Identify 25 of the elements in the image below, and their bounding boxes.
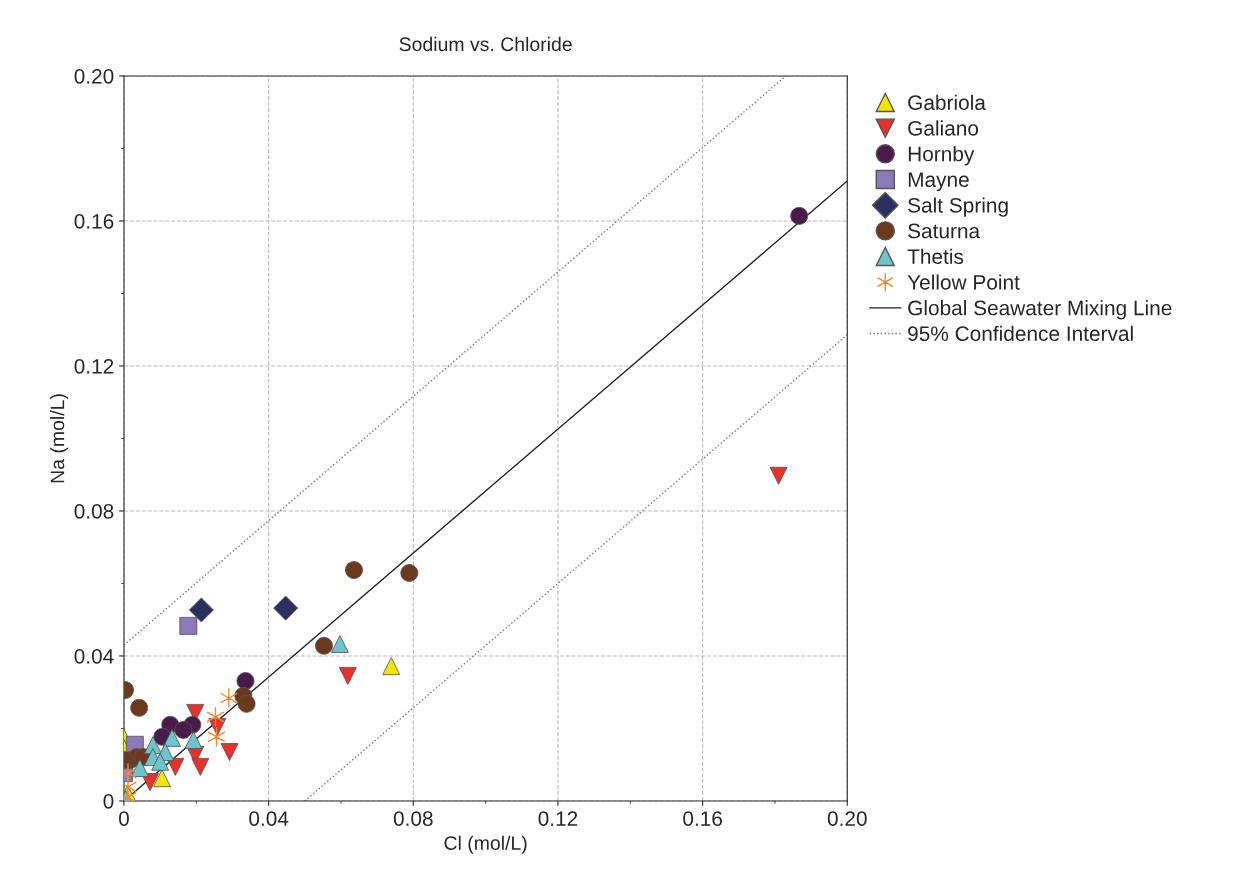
legend-label: Salt Spring — [908, 197, 1008, 217]
y-tick-label: 0.08 — [74, 503, 114, 519]
legend-label: Thetis — [907, 248, 964, 265]
legend-label: Mayne — [908, 172, 969, 192]
legend-label: Yellow Point — [907, 274, 1020, 290]
x-tick-label: 0.08 — [393, 811, 433, 826]
x-tick-label: 0.04 — [249, 811, 289, 826]
chart-title: Sodium vs. Chloride — [399, 36, 572, 52]
x-tick-label: 0 — [119, 811, 129, 826]
y-tick-label: 0.16 — [74, 213, 114, 229]
y-tick-label: 0 — [103, 793, 114, 809]
x-tick-label: 0.20 — [827, 811, 867, 826]
x-tick-label: 0.16 — [683, 811, 722, 826]
legend-label: Gabriola — [908, 94, 986, 110]
y-tick-label: 0.20 — [74, 68, 114, 84]
x-tick-label: 0.12 — [538, 811, 578, 826]
y-tick-label: 0.04 — [74, 648, 114, 664]
x-axis-title: Cl (mol/L) — [444, 835, 527, 854]
legend-label: Saturna — [908, 223, 981, 239]
legend-label: Galiano — [908, 120, 979, 136]
legend-label: Global Seawater Mixing Line — [908, 300, 1172, 320]
y-tick-label: 0.12 — [74, 358, 114, 374]
y-axis-title: Na (mol/L) — [50, 394, 69, 483]
legend-label: Hornby — [908, 146, 975, 166]
legend-label: 95% Confidence Interval — [908, 325, 1133, 342]
